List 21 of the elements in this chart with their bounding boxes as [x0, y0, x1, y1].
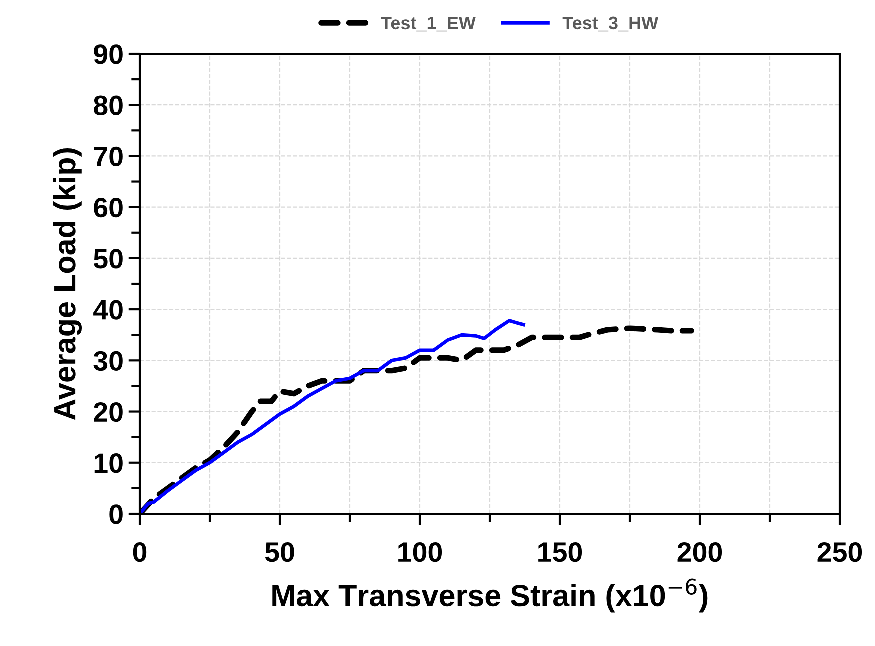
- y-tick-label: 30: [94, 351, 123, 372]
- x-tick-label: 150: [538, 542, 582, 562]
- x-tick-label: 100: [398, 542, 442, 562]
- x-axis-title: Max Transverse Strain (x10$^{−6}$): [272, 578, 708, 613]
- y-axis-title: Average Load (kip): [53, 148, 82, 420]
- y-tick-label: 90: [94, 44, 123, 64]
- x-tick-label: 50: [265, 542, 294, 562]
- y-tick-label: 0: [110, 504, 123, 524]
- y-tick-label: 60: [94, 198, 123, 218]
- x-tick-label: 250: [818, 542, 862, 562]
- y-tick-label: 50: [94, 249, 123, 269]
- x-tick-label: 200: [678, 542, 722, 562]
- legend-label: Test_1_EW: [381, 16, 476, 32]
- x-tick-label: 0: [133, 542, 147, 562]
- line-series: [140, 319, 526, 514]
- y-tick-label: 70: [94, 146, 123, 167]
- y-tick-label: 40: [94, 300, 123, 320]
- y-tick-label: 20: [94, 402, 123, 422]
- legend-label: Test_3_HW: [562, 16, 659, 32]
- y-tick-label: 80: [94, 96, 123, 116]
- y-tick-label: 10: [94, 454, 123, 474]
